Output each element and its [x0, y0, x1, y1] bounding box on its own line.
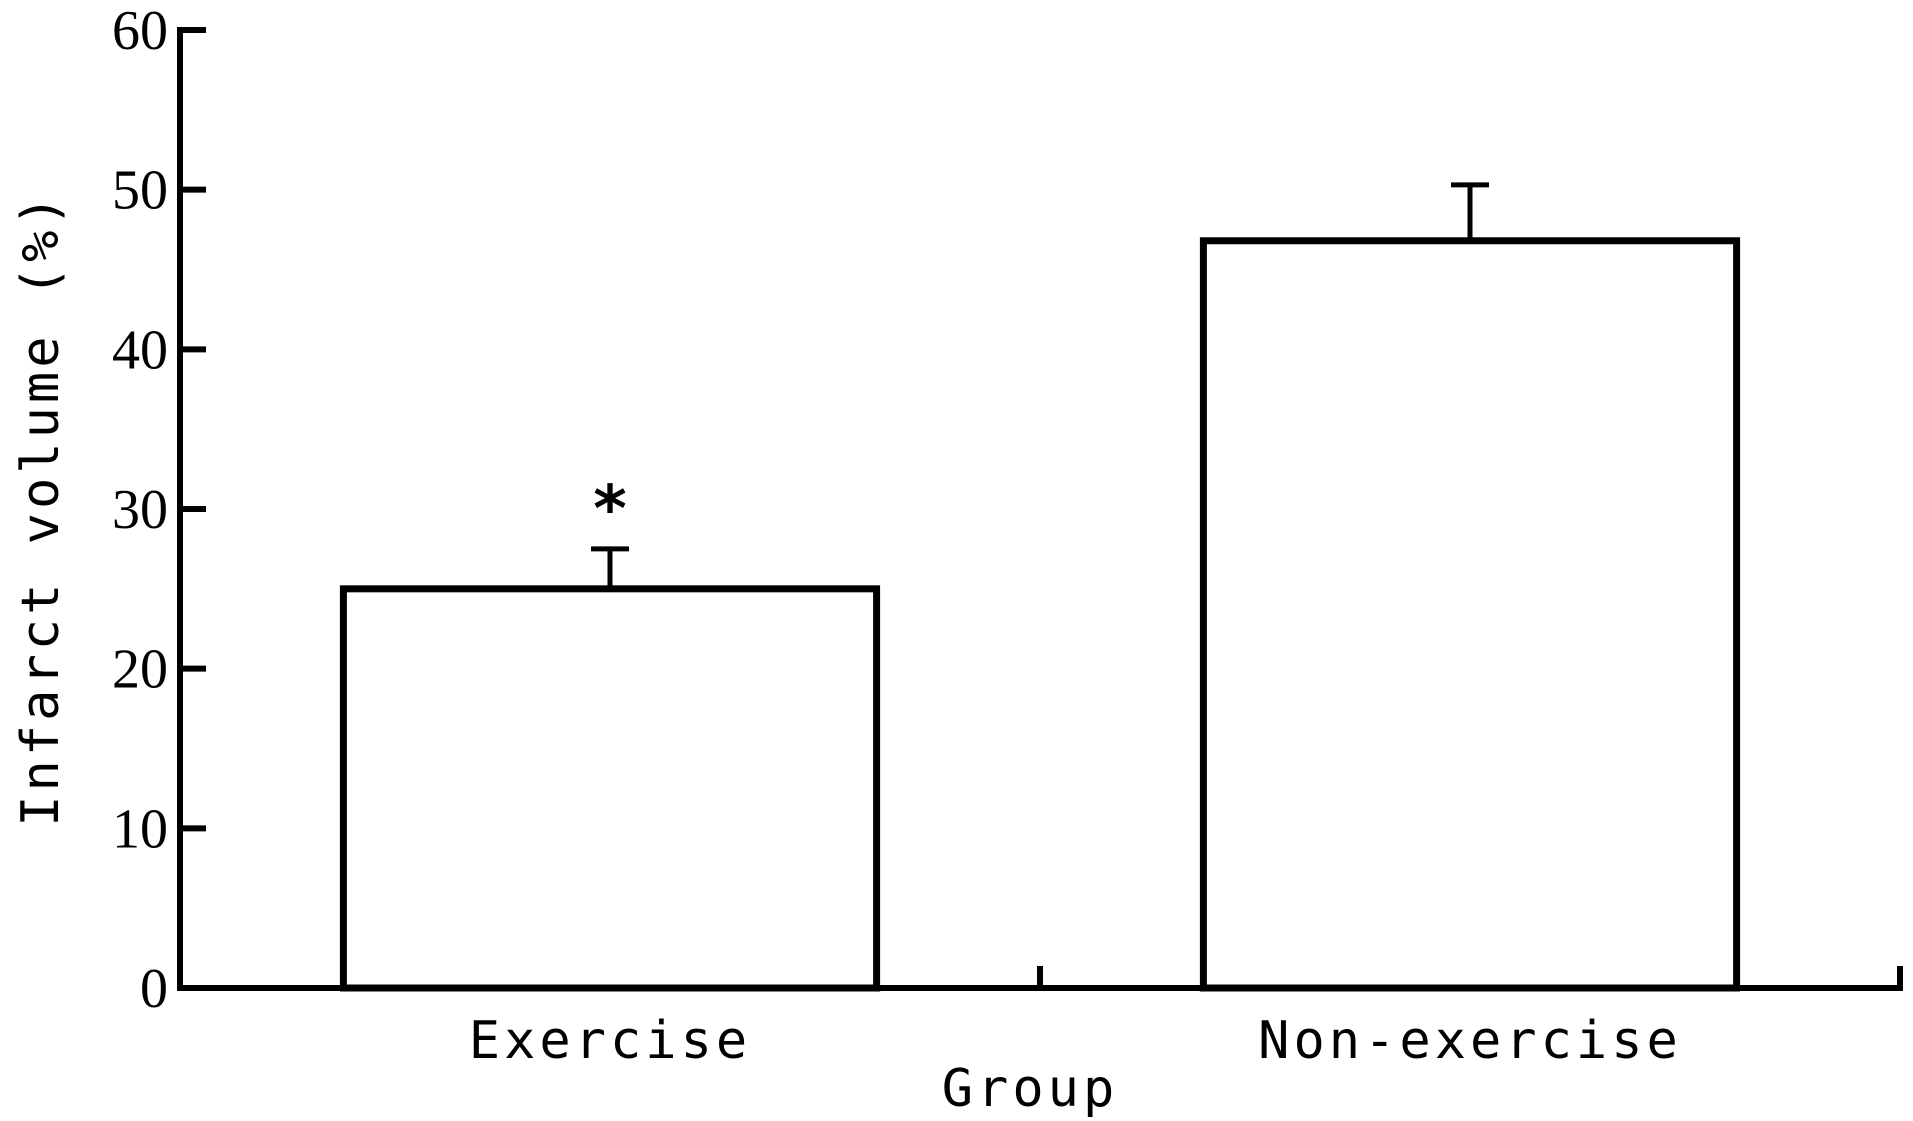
y-tick-label: 20 [112, 639, 168, 701]
y-tick-label: 40 [112, 319, 168, 381]
y-tick-label: 10 [112, 798, 168, 860]
x-category-label: Exercise [469, 1011, 751, 1071]
y-tick-label: 50 [112, 160, 168, 222]
significance-marker: * [593, 473, 626, 547]
x-category-label: Non-exercise [1258, 1011, 1682, 1071]
bars: * [339, 182, 1741, 992]
bar-non-exercise [1199, 237, 1741, 992]
y-tick-label: 0 [140, 958, 168, 1020]
x-axis-title: Group [942, 1059, 1119, 1119]
y-axis-title: Infarct volume (%) [11, 191, 71, 827]
category-labels: Exercise Non-exercise [469, 1011, 1682, 1071]
y-tick-label: 60 [112, 0, 168, 62]
y-ticks: 0 10 20 30 40 50 60 [112, 0, 206, 1020]
y-tick-label: 30 [112, 479, 168, 541]
bar-exercise [339, 585, 881, 992]
x-ticks [1037, 966, 1903, 988]
